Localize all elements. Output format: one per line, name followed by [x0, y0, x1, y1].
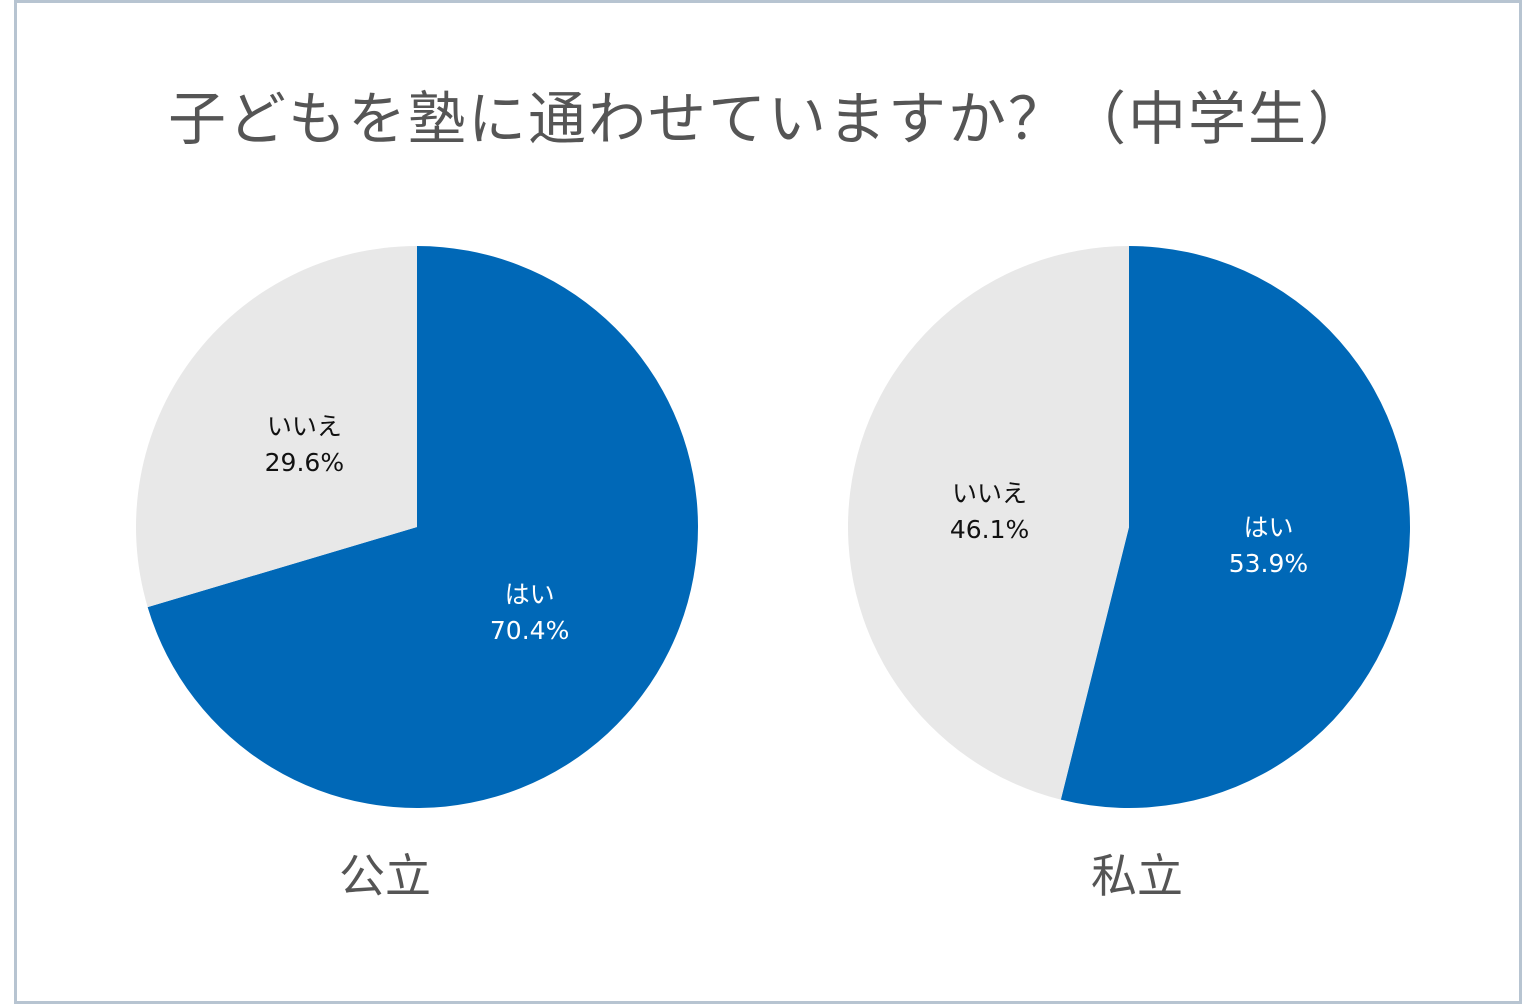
category-label-public: 公立 [339, 849, 431, 903]
slice-value-label: 70.4% [490, 616, 569, 645]
pie-slice-no [847, 246, 1129, 800]
slice-name-label: いいえ [267, 412, 342, 441]
slice-value-label: 29.6% [265, 448, 344, 477]
slice-value-label: 53.9% [1229, 549, 1308, 578]
slice-name-label: はい [1243, 513, 1293, 542]
category-label-private: 私立 [1091, 849, 1183, 903]
pie-slice-yes [1060, 246, 1410, 808]
pie-slice-no [136, 246, 418, 608]
pie-slice-yes [147, 246, 698, 808]
slice-name-label: はい [505, 580, 555, 609]
slice-value-label: 46.1% [950, 515, 1029, 544]
chart-title: 子どもを塾に通わせていますか？（中学生） [167, 85, 1368, 153]
slice-name-label: いいえ [952, 479, 1027, 508]
